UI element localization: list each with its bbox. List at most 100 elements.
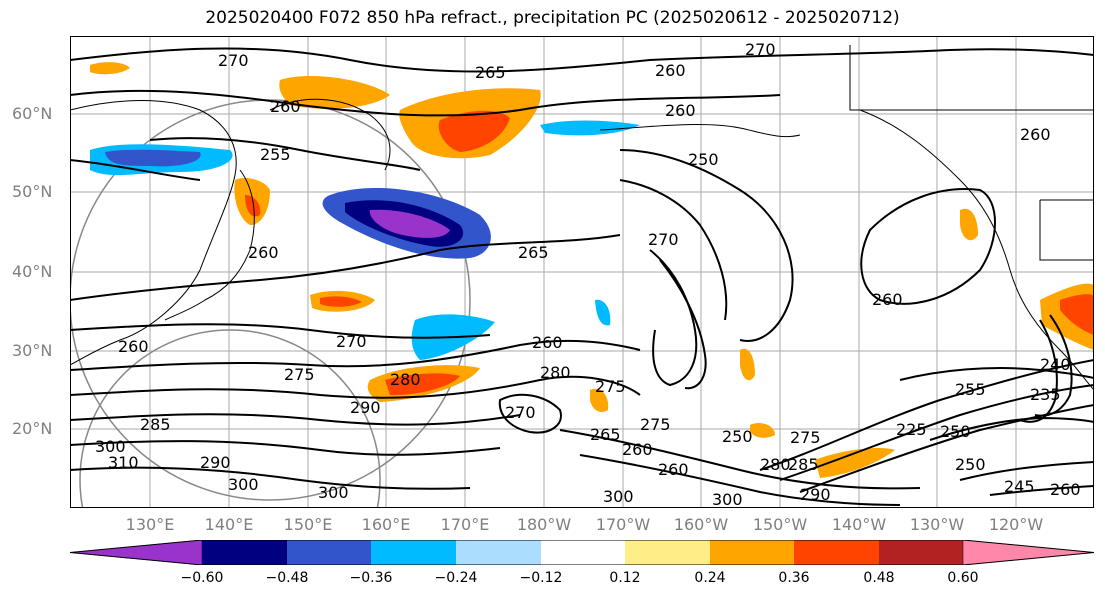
colorbar-tick: −0.24 (434, 570, 478, 586)
negative-anomaly-small (595, 299, 611, 326)
contour-ridge-west (649, 249, 698, 387)
contour-280 (70, 375, 641, 399)
north-america-coastline (859, 109, 1094, 391)
contour-label: 250 (955, 455, 986, 474)
contour-265-mid (70, 234, 621, 301)
aleutian-negative (540, 120, 640, 136)
colorbar-extend-low (70, 540, 203, 565)
colorbar-extend-high (962, 540, 1094, 565)
contour-label: 250 (940, 422, 971, 441)
lon-label-170e: 170°E (440, 515, 490, 534)
contour-260-south (559, 429, 921, 490)
colorbar-tick: 0.24 (694, 570, 726, 586)
contour-label: 290 (200, 453, 231, 472)
contour-label: 290 (800, 485, 831, 504)
contour-label: 235 (1030, 385, 1061, 404)
contour-275 (70, 339, 641, 371)
japan-sea-negative-inner (105, 149, 201, 167)
contour-label: 290 (350, 398, 381, 417)
contour-240-coast (1019, 319, 1058, 423)
contour-260-west (70, 159, 201, 181)
colorbar-segment (541, 540, 625, 565)
contour-label: 260 (118, 337, 149, 356)
positive-anomaly-subtropical-core (385, 373, 460, 396)
contour-label: 245 (1004, 477, 1035, 496)
contour-250-loop (619, 149, 794, 342)
lon-label-140w: 140°W (831, 515, 887, 534)
contour-label: 250 (688, 150, 719, 169)
colorbar-tick: 0.36 (778, 570, 810, 586)
positive-anomaly-east-pacific (815, 448, 895, 478)
aleutian-chain (599, 124, 801, 138)
positive-anomaly-tropical (750, 423, 775, 438)
lat-label-40n: 40°N (12, 262, 53, 281)
colorbar-segment (371, 540, 456, 565)
contour-labels: 270 270 265 260 260 260 255 250 265 260 … (95, 40, 1081, 508)
colorbar-segment (287, 540, 371, 565)
asia-coastline (70, 100, 237, 366)
contour-label: 260 (872, 290, 903, 309)
contour-285 (70, 413, 521, 426)
contour-label: 260 (622, 440, 653, 459)
contour-255 (149, 137, 421, 171)
contour-label: 260 (658, 460, 689, 479)
colorbar-segment (625, 540, 710, 565)
positive-anomaly-northwest (90, 62, 130, 75)
contour-label: 260 (665, 101, 696, 120)
contour-280-southeast (959, 461, 1094, 481)
colorbar-segments (70, 540, 1094, 565)
contour-250-southeast (929, 416, 1094, 441)
contour-label: 285 (788, 455, 819, 474)
contour-label: 255 (260, 145, 291, 164)
positive-anomaly-small (590, 388, 609, 412)
colorbar-tick: 0.12 (609, 570, 641, 586)
lon-label-120w: 120°W (988, 515, 1044, 534)
lat-label-20n: 20°N (12, 419, 53, 438)
lon-label-170w: 170°W (595, 515, 651, 534)
contour-255-loop (619, 179, 728, 321)
contour-label: 260 (248, 243, 279, 262)
contour-265-north (70, 89, 781, 117)
contour-label: 265 (475, 63, 506, 82)
contour-235-coast (1034, 314, 1073, 417)
lat-label-60n: 60°N (12, 104, 53, 123)
contour-label: 250 (722, 427, 753, 446)
contour-label: 265 (590, 425, 621, 444)
contour-label: 300 (712, 490, 743, 508)
positive-anomaly-north-core (438, 110, 510, 152)
contour-260-east-band (799, 404, 1094, 493)
contour-260-east (860, 188, 996, 305)
contour-270-mid (70, 323, 491, 339)
contour-label: 285 (140, 415, 171, 434)
contour-label: 300 (318, 483, 349, 502)
us-canada-border (1039, 199, 1094, 261)
contour-270-closed (498, 393, 562, 434)
lon-label-150w: 150°W (752, 515, 808, 534)
lon-label-180w: 180°W (516, 515, 572, 534)
lon-label-160w: 160°W (673, 515, 729, 534)
colorbar-segment (202, 540, 287, 565)
colorbar-tick: −0.60 (180, 570, 224, 586)
contour-label: 260 (1050, 480, 1081, 499)
japan-coastline (164, 169, 255, 321)
lon-label-150e: 150°E (283, 515, 333, 534)
positive-anomaly-midlat-core (320, 296, 362, 307)
lat-label-30n: 30°N (12, 341, 53, 360)
contour-label: 265 (518, 243, 549, 262)
contour-300 (70, 466, 471, 490)
colorbar-segment (794, 540, 879, 565)
precipitation-pc-fill (90, 62, 1094, 478)
contour-label: 225 (896, 420, 927, 439)
contour-label: 280 (760, 455, 791, 474)
positive-anomaly-canada-coast (960, 208, 978, 241)
refractivity-contours (70, 47, 1094, 506)
contour-label: 275 (284, 365, 315, 384)
contour-label: 300 (228, 475, 259, 494)
colorbar-tick: 0.48 (863, 570, 895, 586)
contour-label: 300 (603, 487, 634, 506)
contour-260-southeast (899, 367, 1094, 381)
colorbar-tick: −0.12 (519, 570, 563, 586)
positive-anomaly-california-core (1060, 294, 1094, 335)
contour-290-southeast (989, 485, 1094, 496)
contour-label: 275 (790, 428, 821, 447)
